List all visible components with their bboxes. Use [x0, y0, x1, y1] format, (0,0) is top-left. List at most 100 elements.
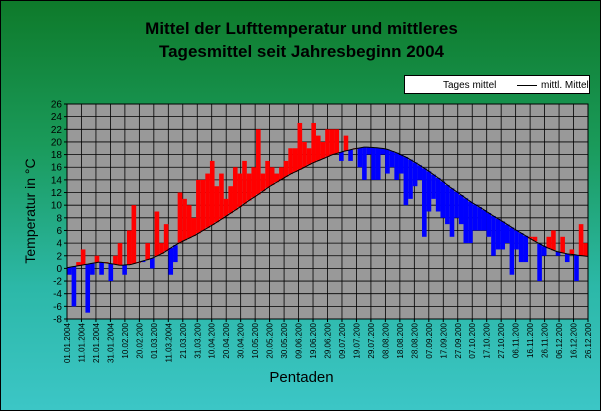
bar-above-mean: [237, 173, 243, 207]
x-tick-label: 30.05.200: [280, 322, 289, 358]
x-tick-label: 01.01.2004: [63, 322, 72, 363]
bar-below-mean: [574, 255, 579, 282]
bar-above-mean: [163, 224, 169, 251]
x-tick-label: 17.10.200: [483, 322, 492, 358]
bar-above-mean: [274, 173, 280, 183]
bar-below-mean: [417, 165, 423, 180]
bar-below-mean: [481, 210, 487, 231]
bar-below-mean: [523, 235, 529, 263]
x-tick-label: 31.01.2004: [106, 322, 115, 363]
bar-above-mean: [186, 205, 192, 239]
bar-above-mean: [182, 198, 187, 241]
bar-below-mean: [380, 148, 386, 155]
bar-below-mean: [509, 227, 515, 275]
bar-below-mean: [412, 162, 418, 187]
bar-above-mean: [283, 160, 289, 177]
bar-above-mean: [569, 249, 575, 255]
legend-label-mittl-mittel: mittl. Mittel: [541, 80, 589, 91]
bar-above-mean: [269, 167, 275, 185]
y-tick-label: 12: [51, 188, 63, 199]
bar-below-mean: [389, 151, 395, 168]
bar-above-mean: [159, 243, 164, 254]
bar-below-mean: [537, 243, 542, 282]
bar-above-mean: [334, 129, 340, 154]
x-tick-label: 07.10.200: [468, 322, 477, 358]
bar-above-mean: [320, 141, 326, 159]
bar-below-mean: [85, 264, 91, 313]
x-tick-label: 10.05.200: [251, 322, 260, 358]
y-tick-label: 24: [51, 112, 63, 123]
bar-above-mean: [583, 243, 588, 257]
bar-below-mean: [477, 207, 482, 231]
x-tick-label: 27.10.200: [497, 322, 506, 358]
bar-above-mean: [209, 160, 215, 226]
x-tick-label: 29.07.200: [367, 322, 376, 358]
x-tick-label: 28.08.200: [410, 322, 419, 358]
bar-above-mean: [228, 186, 233, 214]
bar-above-mean: [154, 211, 160, 256]
bar-above-mean: [131, 205, 137, 264]
bar-below-mean: [486, 213, 492, 237]
x-tick-label: 16.11.200: [526, 322, 535, 358]
legend-line-swatch: [517, 85, 537, 86]
y-tick-label: 20: [51, 137, 63, 148]
bar-above-mean: [113, 255, 118, 265]
bar-below-mean: [463, 198, 469, 244]
bar-above-mean: [343, 135, 349, 151]
title-line-1: Mittel der Lufttemperatur und mittleres: [145, 19, 458, 38]
bar-above-mean: [214, 186, 220, 223]
bar-above-mean: [94, 255, 100, 263]
bar-above-mean: [329, 129, 335, 155]
mean-line: [66, 146, 589, 269]
title-line-2: Tagesmittel seit Jahresbeginn 2004: [158, 42, 445, 61]
bar-below-mean: [403, 157, 409, 206]
x-tick-label: 19.07.200: [352, 322, 361, 358]
bar-below-mean: [398, 154, 404, 174]
y-tick-label: 6: [56, 226, 62, 237]
bar-above-mean: [205, 173, 210, 228]
bar-below-mean: [468, 201, 473, 244]
bar-above-mean: [297, 122, 303, 170]
bar-below-mean: [458, 194, 464, 225]
y-tick-label: 4: [56, 239, 62, 250]
x-tick-label: 07.09.200: [425, 322, 434, 358]
bar-below-mean: [555, 251, 561, 256]
bar-above-mean: [302, 141, 307, 168]
bar-above-mean: [251, 167, 257, 198]
bar-above-mean: [546, 236, 552, 249]
bar-below-mean: [518, 233, 524, 263]
bar-above-mean: [126, 230, 132, 265]
bar-above-mean: [528, 236, 533, 239]
bar-below-mean: [168, 247, 174, 275]
bar-below-mean: [495, 218, 501, 250]
x-tick-label: 21.01.2004: [92, 322, 101, 363]
bar-below-mean: [422, 168, 427, 237]
bar-below-mean: [514, 230, 519, 250]
bar-below-mean: [67, 267, 72, 275]
bar-below-mean: [472, 204, 478, 231]
bar-above-mean: [551, 230, 556, 251]
bar-below-mean: [445, 184, 450, 225]
bar-below-mean: [90, 263, 95, 275]
bar-above-mean: [532, 236, 538, 242]
x-tick-label: 09.06.200: [295, 322, 304, 358]
bar-below-mean: [385, 149, 390, 174]
y-tick-label: 14: [51, 175, 63, 186]
bar-below-mean: [431, 174, 436, 199]
bar-below-mean: [173, 245, 178, 263]
bar-below-mean: [394, 152, 399, 180]
x-tick-label: 27.09.200: [454, 322, 463, 358]
bar-above-mean: [560, 236, 565, 253]
bar-below-mean: [500, 221, 506, 250]
bar-above-mean: [223, 198, 229, 217]
bar-above-mean: [80, 249, 86, 265]
x-tick-label: 11.03.2004: [164, 322, 173, 362]
x-tick-label: 19.06.200: [309, 322, 318, 358]
bar-below-mean: [564, 253, 570, 263]
bar-above-mean: [232, 167, 238, 211]
bar-above-mean: [145, 243, 150, 260]
x-tick-label: 26.12.200: [584, 322, 593, 358]
x-tick-label: 26.11.200: [541, 322, 550, 358]
bar-below-mean: [375, 147, 381, 180]
